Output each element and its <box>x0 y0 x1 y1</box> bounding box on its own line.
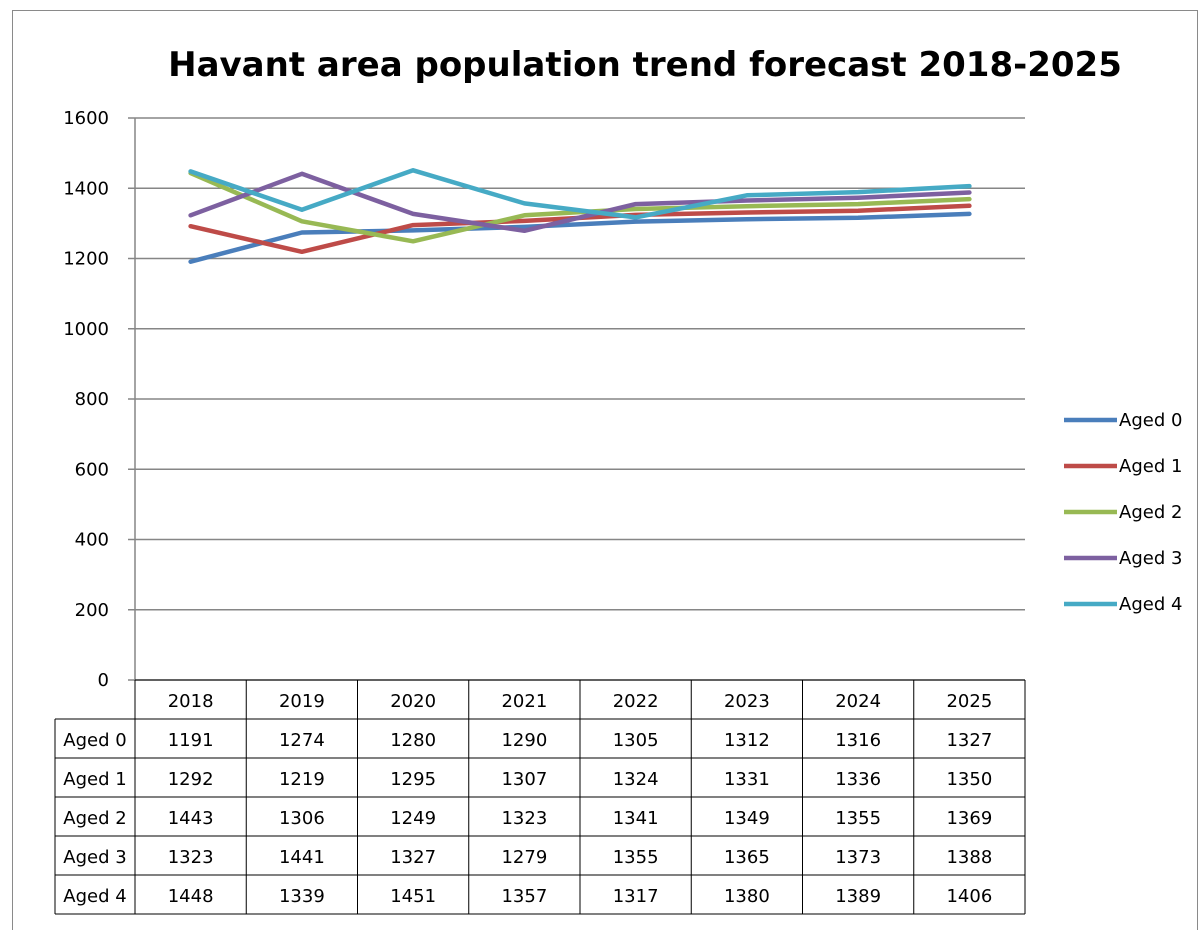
y-tick-label: 1200 <box>63 249 109 270</box>
table-cell: 1279 <box>501 847 547 868</box>
table-cell: 1316 <box>835 730 881 751</box>
x-tick-label: 2025 <box>946 691 992 712</box>
x-tick-label: 2022 <box>613 691 659 712</box>
x-tick-label: 2018 <box>168 691 214 712</box>
table-cell: 1389 <box>835 886 881 907</box>
table-cell: 1349 <box>724 808 770 829</box>
table-cell: 1406 <box>946 886 992 907</box>
table-cell: 1339 <box>279 886 325 907</box>
table-cell: 1388 <box>946 847 992 868</box>
table-row-label: Aged 1 <box>63 769 126 790</box>
table-cell: 1448 <box>168 886 214 907</box>
y-tick-label: 0 <box>98 670 109 691</box>
table-cell: 1443 <box>168 808 214 829</box>
table-cell: 1324 <box>613 769 659 790</box>
y-tick-label: 600 <box>75 459 109 480</box>
table-cell: 1451 <box>390 886 436 907</box>
table-cell: 1336 <box>835 769 881 790</box>
x-tick-label: 2021 <box>501 691 547 712</box>
table-cell: 1355 <box>613 847 659 868</box>
table-cell: 1292 <box>168 769 214 790</box>
y-tick-label: 1600 <box>63 108 109 129</box>
table-cell: 1355 <box>835 808 881 829</box>
x-tick-label: 2024 <box>835 691 881 712</box>
table-cell: 1312 <box>724 730 770 751</box>
table-row-label: Aged 4 <box>63 886 126 907</box>
table-cell: 1191 <box>168 730 214 751</box>
legend: Aged 0 Aged 1 Aged 2 Aged 3 Aged 4 <box>1064 410 1182 615</box>
y-tick-label: 200 <box>75 600 109 621</box>
legend-label: Aged 1 <box>1119 456 1182 477</box>
legend-label: Aged 3 <box>1119 548 1182 569</box>
table-row-label: Aged 2 <box>63 808 126 829</box>
table-cell: 1357 <box>501 886 547 907</box>
table-cell: 1323 <box>501 808 547 829</box>
y-tick-label: 400 <box>75 530 109 551</box>
x-tick-label: 2020 <box>390 691 436 712</box>
table-row-label: Aged 3 <box>63 847 126 868</box>
data-table: 2018 2019 2020 2021 2022 2023 2024 2025 Aged 0 11… <box>54 679 1026 915</box>
series-line-4 <box>188 168 972 220</box>
table-cell: 1274 <box>279 730 325 751</box>
y-tick-label: 1400 <box>63 178 109 199</box>
table-cell: 1323 <box>168 847 214 868</box>
table-cell: 1305 <box>613 730 659 751</box>
x-tick-label: 2023 <box>724 691 770 712</box>
table-cell: 1327 <box>946 730 992 751</box>
table-cell: 1331 <box>724 769 770 790</box>
table-cell: 1369 <box>946 808 992 829</box>
x-tick-label: 2019 <box>279 691 325 712</box>
table-cell: 1290 <box>501 730 547 751</box>
table-cell: 1317 <box>613 886 659 907</box>
table-cell: 1373 <box>835 847 881 868</box>
table-cell: 1327 <box>390 847 436 868</box>
table-cell: 1295 <box>390 769 436 790</box>
table-cell: 1365 <box>724 847 770 868</box>
legend-label: Aged 2 <box>1119 502 1182 523</box>
table-cell: 1341 <box>613 808 659 829</box>
table-cell: 1380 <box>724 886 770 907</box>
y-tick-label: 800 <box>75 389 109 410</box>
table-cell: 1306 <box>279 808 325 829</box>
legend-label: Aged 0 <box>1119 410 1182 431</box>
series-line-0 <box>188 211 972 264</box>
chart-frame <box>12 10 1198 930</box>
table-cell: 1219 <box>279 769 325 790</box>
table-row-label: Aged 0 <box>63 730 126 751</box>
table-cell: 1307 <box>501 769 547 790</box>
series-line-3 <box>188 171 972 234</box>
chart-title: Havant area population trend forecast 20… <box>168 45 1122 85</box>
table-cell: 1280 <box>390 730 436 751</box>
table-cell: 1350 <box>946 769 992 790</box>
series-lines <box>188 168 972 264</box>
y-axis-ticks: 0 200 400 600 800 1000 1200 1400 1600 <box>63 108 109 691</box>
legend-label: Aged 4 <box>1119 594 1182 615</box>
y-tick-label: 1000 <box>63 319 109 340</box>
table-cell: 1441 <box>279 847 325 868</box>
table-cell: 1249 <box>390 808 436 829</box>
